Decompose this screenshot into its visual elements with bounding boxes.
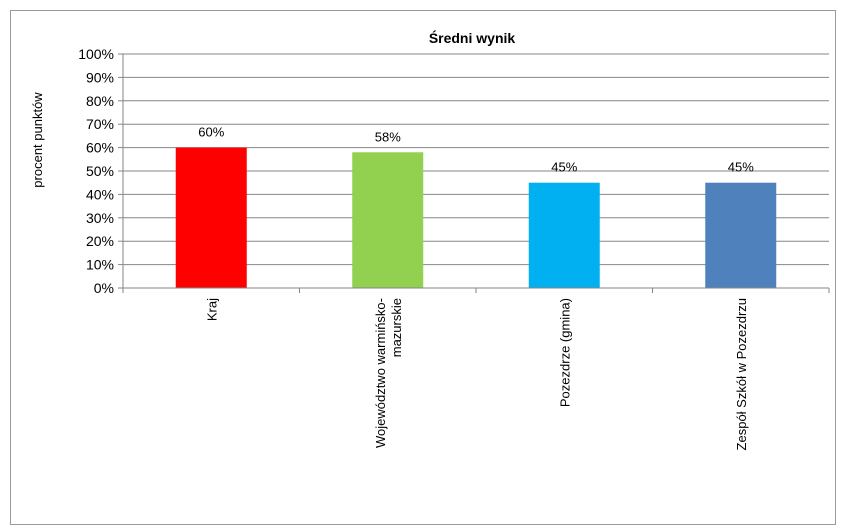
category-label-line: Zespół Szkół w Pozezdrzu [734,298,749,450]
bar [705,182,777,288]
y-tick-label: 10% [86,257,114,273]
y-tick-label: 90% [86,69,114,85]
category-label: Województwo warmińsko-mazurskie [373,298,404,448]
data-label: 45% [728,160,754,175]
category-label-line: Kraj [204,298,219,321]
y-tick-label: 0% [94,280,114,296]
data-label: 45% [551,160,577,175]
y-tick-label: 70% [86,116,114,132]
y-tick-label: 50% [86,163,114,179]
data-labels: 60% 58% 45% 45% [198,125,754,175]
data-label: 60% [198,125,224,140]
y-tick-label: 100% [78,46,114,62]
bar [528,182,600,288]
bar [175,147,247,288]
category-label: Kraj [204,298,219,321]
axes [122,54,830,293]
category-label: Zespół Szkół w Pozezdrzu [734,298,749,450]
category-label-line: Województwo warmińsko- [373,298,388,448]
y-tick-label: 20% [86,233,114,249]
y-axis-label: procent punktów [30,92,45,188]
y-tick-label: 40% [86,186,114,202]
chart-title: Średni wynik [429,29,516,46]
y-tick-label: 30% [86,210,114,226]
y-tick-label: 80% [86,93,114,109]
category-labels: Kraj Województwo warmińsko-mazurskie Pozez… [204,298,749,451]
y-tick-label: 60% [86,140,114,156]
y-axis-ticks: 0% 10% 20% 30% 40% 50% 60% 70% 80% 90% 100% [78,46,123,296]
category-label: Pozezdrze (gmina) [557,298,572,407]
bars [175,147,777,288]
bar [352,152,424,288]
category-label-line: Pozezdrze (gmina) [557,298,572,407]
category-label-line: mazurskie [389,298,404,357]
data-label: 58% [375,129,401,144]
